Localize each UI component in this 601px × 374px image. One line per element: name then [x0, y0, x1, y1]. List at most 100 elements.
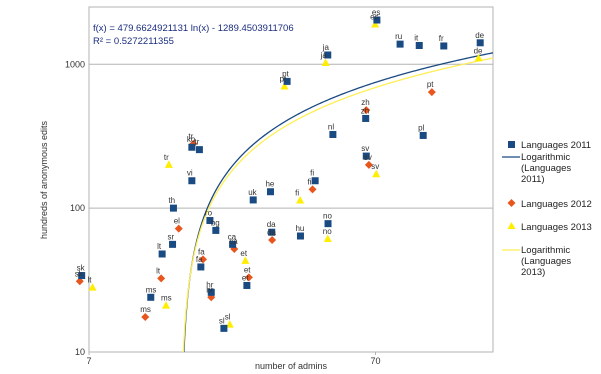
- legend-label-trend-2011: Logarithmic (Languages 2011): [521, 152, 573, 185]
- trendlines: [182, 52, 494, 353]
- point-2011-et: [243, 281, 251, 289]
- point-2011-he: [266, 188, 274, 196]
- point-label-2012-tr: tr: [188, 132, 193, 141]
- point-2013-fi: [296, 195, 305, 204]
- trend13-text-line-1: (Languages: [521, 256, 571, 267]
- point-label-2011-th: th: [168, 196, 175, 205]
- point-label-2013-et: et: [240, 249, 247, 258]
- trendline-2013: [182, 57, 494, 353]
- trend13-text-line-2: 2013): [521, 267, 545, 278]
- point-2012-sv: [364, 160, 373, 169]
- legend-label-2012: Languages 2012: [521, 199, 592, 210]
- point-2011-ms: [147, 293, 155, 301]
- point-label-2012-hr: hr: [206, 285, 213, 294]
- point-2011-es: [373, 16, 381, 24]
- point-2011-fa: [197, 263, 205, 271]
- point-label-2013-fi: fi: [295, 188, 299, 197]
- point-label-2012-et: et: [244, 265, 251, 274]
- trendline-2011: [183, 52, 494, 353]
- point-label-2011-lt: lt: [157, 242, 162, 251]
- point-2011-ru: [396, 40, 404, 48]
- point-label-2011-pl: pl: [418, 123, 424, 132]
- point-2013-sv: [372, 169, 381, 178]
- point-label-2012-ca: ca: [229, 237, 238, 246]
- point-2013-lt: [88, 283, 97, 291]
- point-label-2013-ja: ja: [320, 51, 328, 60]
- point-2011-tr: [195, 146, 203, 154]
- point-label-2011-fa: fa: [196, 255, 203, 264]
- point-label-2011-sk: sk: [77, 264, 86, 273]
- point-label-2011-ca: ca: [228, 232, 237, 241]
- point-label-2013-lt: lt: [88, 276, 93, 285]
- point-2013-ms: [162, 301, 171, 309]
- point-2011-ro: [206, 217, 214, 225]
- trend11-text-line-1: (Languages: [521, 163, 571, 174]
- point-label-2011-no: no: [323, 212, 332, 221]
- point-2011-de: [476, 39, 484, 47]
- point-label-2011-fr: fr: [439, 34, 444, 43]
- point-label-2012-sv: sv: [364, 153, 372, 162]
- trend-equation: f(x) = 479.6624921131 ln(x) - 1289.45039…: [93, 23, 294, 34]
- point-label-2013-sl: sl: [225, 313, 231, 322]
- point-label-2011-ro: ro: [205, 209, 213, 218]
- point-2012-et: [244, 273, 253, 282]
- point-2011-ko: [188, 143, 196, 151]
- point-2011-no: [324, 220, 332, 228]
- point-labels: es ja pt tr fi no sv lt ms et sl de pt zh fi sv tr et hr ms…: [75, 8, 485, 325]
- x-tick-label-7: 7: [86, 356, 91, 366]
- y-tick-label-1000: 1000: [65, 59, 85, 69]
- point-2013-ja: [321, 58, 330, 67]
- point-2013-tr: [164, 160, 173, 168]
- point-label-2011-tr: tr: [194, 138, 199, 147]
- point-label-2011-bg: bg: [211, 218, 220, 227]
- point-2011-vi: [188, 177, 196, 185]
- legend-marker-2013: [507, 222, 516, 229]
- point-label-2011-pt: pt: [282, 69, 289, 78]
- plot-area-frame: [88, 6, 494, 353]
- legend-marker-2012: [507, 199, 516, 207]
- point-label-2011-ru: ru: [395, 32, 402, 41]
- legend-label-trend-2013-text: Logarithmic: [521, 245, 570, 256]
- point-label-2012-pt: pt: [427, 80, 434, 89]
- point-2011-hu: [296, 232, 304, 240]
- point-2011-bg: [212, 226, 220, 234]
- y-tick-label-10: 10: [75, 347, 85, 357]
- trend11-text-line-2: 2011): [521, 174, 545, 185]
- point-2011-hr: [207, 288, 215, 296]
- point-label-2013-de: de: [474, 46, 483, 55]
- point-label-2012-ms: ms: [140, 305, 151, 314]
- legend: Languages 2011 Logarithmic (Languages 201…: [502, 140, 592, 278]
- legend-label-trend-2011-text: Logarithmic: [521, 152, 570, 163]
- legend-marker-2011: [508, 141, 515, 148]
- point-2013-pt: [280, 82, 289, 90]
- point-2012-pt: [427, 88, 436, 97]
- point-2011-sk: [78, 272, 86, 280]
- point-label-2011-fi: fi: [310, 169, 314, 178]
- point-2013-de: [474, 53, 483, 62]
- point-label-2011-de: de: [475, 31, 484, 40]
- point-label-2012-zh: zh: [361, 98, 369, 107]
- point-2011-uk: [249, 196, 257, 204]
- point-2011-ca: [229, 240, 237, 248]
- point-2013-sl: [225, 320, 234, 328]
- point-label-2013-sv: sv: [371, 162, 379, 171]
- y-tick-label-100: 100: [70, 203, 85, 213]
- data-points: [75, 16, 484, 332]
- trend-r-squared: R² = 0.5272211355: [93, 36, 174, 47]
- point-label-2013-tr: tr: [164, 153, 169, 162]
- point-label-2011-he: he: [265, 180, 274, 189]
- point-2012-da: [268, 236, 277, 245]
- point-2012-ms: [141, 313, 150, 322]
- point-label-2013-pt: pt: [280, 75, 287, 84]
- legend-label-2011: Languages 2011: [521, 140, 591, 151]
- point-2012-zh: [362, 106, 371, 115]
- point-2012-el: [174, 224, 183, 233]
- x-axis-title: number of admins: [255, 361, 328, 371]
- point-2012-fi: [308, 185, 317, 194]
- x-tick-label-70: 70: [370, 356, 380, 366]
- point-2013-es: [371, 19, 380, 28]
- point-label-2013-es: es: [370, 12, 378, 21]
- point-label-2011-nl: nl: [328, 122, 334, 131]
- legend-label-trend-2013: Logarithmic (Languages 2013): [521, 245, 573, 278]
- point-2012-lt: [157, 274, 166, 283]
